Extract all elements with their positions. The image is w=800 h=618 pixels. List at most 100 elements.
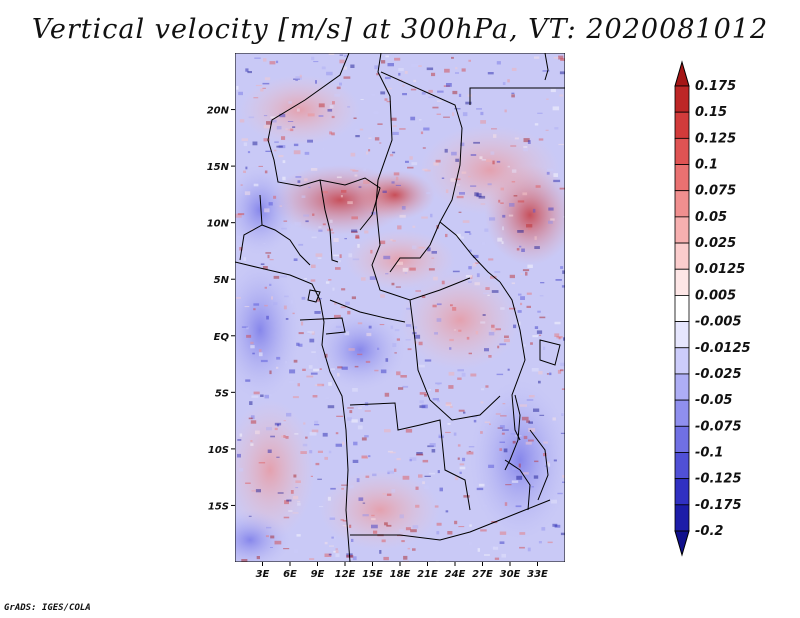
field-speckle [343, 54, 349, 57]
field-speckle [342, 441, 345, 446]
field-speckle [350, 152, 356, 157]
field-speckle [414, 334, 421, 339]
field-speckle [502, 226, 504, 231]
field-speckle [329, 105, 334, 109]
field-speckle [361, 457, 368, 459]
field-speckle [347, 310, 351, 315]
field-speckle [380, 91, 386, 95]
field-speckle [469, 524, 472, 527]
field-speckle [386, 524, 392, 527]
field-speckle [430, 213, 433, 218]
field-speckle [478, 195, 486, 199]
field-speckle [437, 90, 444, 93]
field-speckle [452, 112, 455, 116]
field-speckle [296, 108, 300, 112]
field-speckle [385, 76, 391, 80]
field-speckle [391, 489, 396, 493]
field-speckle [455, 158, 460, 162]
field-speckle [472, 263, 477, 267]
field-speckle [539, 334, 542, 336]
field-speckle [530, 342, 533, 345]
colorbar-label: -0.0125 [695, 341, 751, 356]
x-tick-label: 27E [472, 569, 493, 580]
field-speckle [481, 242, 486, 245]
field-speckle [292, 126, 296, 128]
field-speckle [294, 222, 301, 226]
field-speckle [553, 179, 561, 183]
field-speckle [324, 553, 332, 557]
field-speckle [369, 276, 376, 280]
field-speckle [453, 329, 457, 331]
field-speckle [281, 227, 287, 230]
field-speckle [309, 431, 317, 436]
field-speckle [455, 72, 459, 74]
field-speckle [264, 304, 268, 307]
field-speckle [493, 134, 497, 138]
field-speckle [262, 266, 268, 270]
y-tick-label: 15S [208, 501, 229, 512]
field-speckle [509, 274, 515, 279]
field-speckle [250, 228, 256, 230]
field-speckle [319, 298, 322, 300]
field-speckle [283, 435, 286, 438]
field-speckle [343, 76, 351, 79]
field-speckle [553, 57, 559, 59]
field-speckle [290, 300, 294, 304]
field-speckle [495, 413, 501, 415]
field-speckle [307, 139, 313, 143]
field-speckle [247, 151, 251, 154]
field-speckle [450, 178, 455, 182]
field-speckle [543, 453, 547, 457]
field-speckle [416, 453, 424, 456]
field-speckle [249, 401, 253, 405]
field-speckle [264, 77, 271, 81]
field-speckle [470, 154, 477, 156]
colorbar-segment [674, 242, 690, 270]
field-speckle [296, 534, 301, 537]
field-speckle [516, 248, 520, 251]
field-speckle [513, 324, 517, 329]
field-speckle [386, 493, 392, 496]
field-speckle [497, 427, 503, 429]
field-speckle [465, 275, 472, 278]
field-speckle [250, 440, 253, 442]
field-speckle [358, 186, 362, 188]
field-speckle [399, 214, 406, 218]
field-speckle [397, 225, 402, 230]
field-speckle [502, 82, 506, 85]
field-speckle [426, 192, 431, 195]
field-speckle [457, 444, 461, 447]
field-speckle [301, 296, 306, 300]
field-speckle [422, 481, 425, 485]
field-speckle [274, 141, 279, 143]
field-speckle [447, 531, 453, 535]
field-speckle [458, 93, 462, 97]
field-speckle [461, 68, 466, 72]
field-speckle [564, 165, 565, 169]
field-speckle [560, 369, 564, 372]
colorbar-segment [674, 530, 690, 557]
field-speckle [253, 183, 259, 187]
field-speckle [490, 151, 495, 155]
field-speckle [260, 263, 265, 265]
field-speckle [243, 257, 247, 261]
field-speckle [476, 273, 480, 278]
field-speckle [269, 61, 276, 65]
field-speckle [547, 463, 551, 467]
field-speckle [334, 93, 341, 97]
field-speckle [441, 280, 445, 285]
field-speckle [527, 547, 531, 552]
field-speckle [480, 111, 484, 116]
field-speckle [433, 67, 436, 69]
field-speckle [265, 535, 269, 538]
field-speckle [293, 78, 300, 80]
field-speckle [310, 168, 318, 171]
field-speckle [500, 307, 505, 310]
field-speckle [439, 487, 443, 492]
field-speckle [370, 249, 373, 254]
field-speckle [459, 192, 465, 195]
field-speckle [324, 456, 328, 460]
field-speckle [318, 506, 324, 508]
x-tick-label: 33E [527, 569, 548, 580]
field-speckle [468, 176, 471, 178]
